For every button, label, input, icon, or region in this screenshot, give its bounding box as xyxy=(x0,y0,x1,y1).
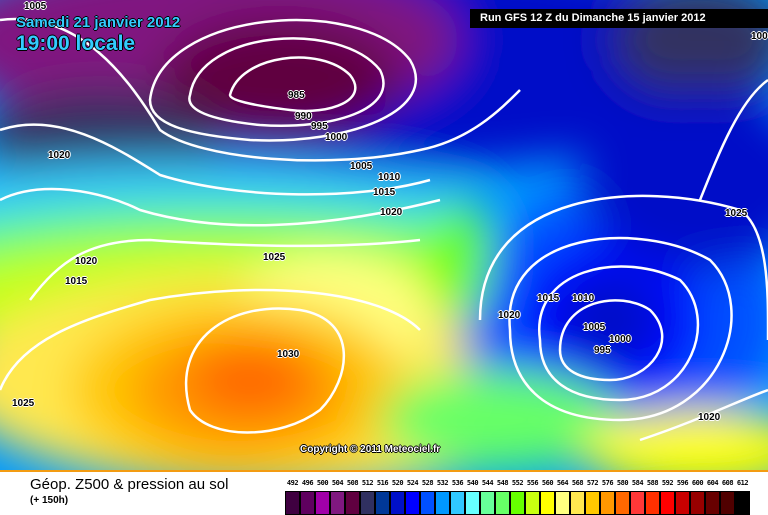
legend-swatch xyxy=(615,491,630,515)
pressure-label: 1005 xyxy=(350,161,373,172)
legend-swatch xyxy=(555,491,570,515)
legend-tick-label: 496 xyxy=(301,479,314,487)
legend-tick-label: 516 xyxy=(376,479,389,487)
pressure-label: 995 xyxy=(594,345,611,356)
pressure-label: 1020 xyxy=(48,150,71,161)
pressure-label: 1025 xyxy=(12,398,35,409)
legend-tick-label: 572 xyxy=(586,479,599,487)
pressure-label: 985 xyxy=(288,90,305,101)
legend-tick-label: 608 xyxy=(721,479,734,487)
legend-swatch xyxy=(360,491,375,515)
isobars xyxy=(0,17,768,442)
legend-tick-label: 604 xyxy=(706,479,719,487)
legend-tick-label: 560 xyxy=(541,479,554,487)
legend-tick-label: 544 xyxy=(481,479,494,487)
legend-swatch xyxy=(390,491,405,515)
legend-tick-label: 504 xyxy=(331,479,344,487)
legend-swatch xyxy=(600,491,615,515)
legend-tick-label: 508 xyxy=(346,479,359,487)
legend-tick-label: 600 xyxy=(691,479,704,487)
legend-tick-label: 564 xyxy=(556,479,569,487)
pressure-label: 1030 xyxy=(277,349,300,360)
map-title: Géop. Z500 & pression au sol xyxy=(30,476,229,493)
legend-tick-label: 528 xyxy=(421,479,434,487)
pressure-label: 995 xyxy=(311,121,328,132)
legend-tick-label: 540 xyxy=(466,479,479,487)
legend-swatch xyxy=(450,491,465,515)
legend-swatch xyxy=(585,491,600,515)
legend-swatch xyxy=(480,491,495,515)
legend-swatch xyxy=(405,491,420,515)
legend-tick-label: 500 xyxy=(316,479,329,487)
copyright: Copyright © 2011 Meteociel.fr xyxy=(300,444,441,455)
legend-swatch xyxy=(735,491,750,515)
pressure-label: 1015 xyxy=(537,293,560,304)
pressure-label: 100 xyxy=(751,31,768,42)
legend-swatch xyxy=(720,491,735,515)
legend-tick-label: 556 xyxy=(526,479,539,487)
model-run-banner: Run GFS 12 Z du Dimanche 15 janvier 2012 xyxy=(470,9,768,28)
geopotential-field xyxy=(0,0,768,470)
legend-tick-label: 492 xyxy=(286,479,299,487)
legend-swatch xyxy=(690,491,705,515)
legend-tick-label: 592 xyxy=(661,479,674,487)
legend-tick-label: 532 xyxy=(436,479,449,487)
legend-swatch xyxy=(435,491,450,515)
weather-map: 1005 985 990 995 1000 1020 1005 1010 101… xyxy=(0,0,768,470)
legend-swatch xyxy=(285,491,300,515)
legend-swatch xyxy=(345,491,360,515)
pressure-label: 1025 xyxy=(263,252,286,263)
legend-swatch xyxy=(375,491,390,515)
pressure-label: 1020 xyxy=(498,310,521,321)
pressure-label: 1020 xyxy=(75,256,98,267)
legend-tick-label: 612 xyxy=(736,479,749,487)
legend-tick-label: 576 xyxy=(601,479,614,487)
footer: Géop. Z500 & pression au sol (+ 150h) 49… xyxy=(0,470,768,515)
legend-tick-label: 568 xyxy=(571,479,584,487)
legend-swatch xyxy=(675,491,690,515)
legend-swatch xyxy=(300,491,315,515)
forecast-time: 19:00 locale xyxy=(16,32,136,55)
legend-swatch xyxy=(525,491,540,515)
legend-tick-label: 536 xyxy=(451,479,464,487)
forecast-date: Samedi 21 janvier 2012 xyxy=(16,14,181,31)
legend-swatch xyxy=(540,491,555,515)
pressure-label: 1020 xyxy=(698,412,721,423)
legend-tick-label: 584 xyxy=(631,479,644,487)
legend-tick-label: 548 xyxy=(496,479,509,487)
legend-tick-label: 596 xyxy=(676,479,689,487)
legend-swatch xyxy=(420,491,435,515)
legend-swatch xyxy=(660,491,675,515)
legend-swatch xyxy=(645,491,660,515)
pressure-label: 1015 xyxy=(373,187,396,198)
pressure-label: 1000 xyxy=(325,132,348,143)
legend-tick-label: 524 xyxy=(406,479,419,487)
pressure-label: 1015 xyxy=(65,276,88,287)
legend-swatch xyxy=(570,491,585,515)
legend-swatch xyxy=(705,491,720,515)
pressure-label: 1010 xyxy=(378,172,401,183)
legend-tick-label: 520 xyxy=(391,479,404,487)
legend-tick-label: 512 xyxy=(361,479,374,487)
pressure-label: 1000 xyxy=(609,334,632,345)
legend-tick-label: 580 xyxy=(616,479,629,487)
legend-swatch xyxy=(510,491,525,515)
pressure-label: 1005 xyxy=(583,322,606,333)
legend-tick-label: 552 xyxy=(511,479,524,487)
pressure-label: 1020 xyxy=(380,207,403,218)
legend-swatch xyxy=(495,491,510,515)
pressure-label: 1010 xyxy=(572,293,595,304)
forecast-lead-time: (+ 150h) xyxy=(30,495,69,506)
legend-tick-label: 588 xyxy=(646,479,659,487)
pressure-label: 1005 xyxy=(24,1,47,12)
legend-swatch xyxy=(315,491,330,515)
legend-swatch xyxy=(330,491,345,515)
legend-swatch xyxy=(465,491,480,515)
pressure-label: 1025 xyxy=(725,208,748,219)
pressure-label: 990 xyxy=(295,111,312,122)
legend-swatch xyxy=(630,491,645,515)
